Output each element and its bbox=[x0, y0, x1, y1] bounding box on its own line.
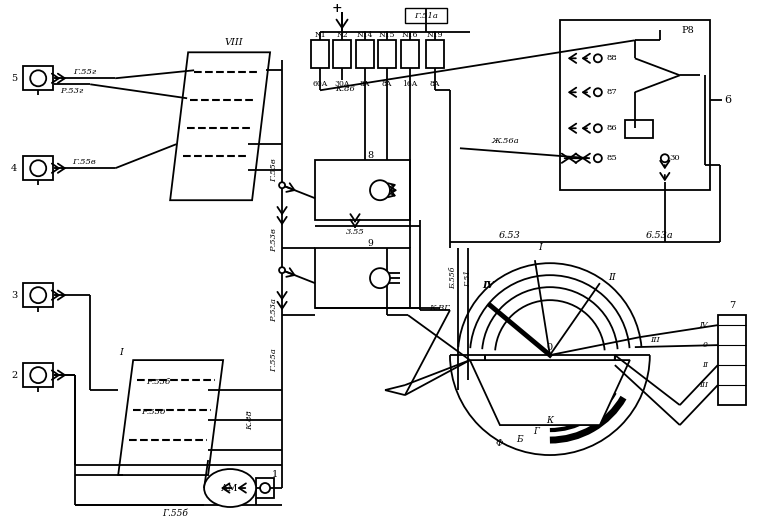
Text: Р.53г: Р.53г bbox=[61, 87, 84, 95]
Text: 8A: 8A bbox=[382, 80, 392, 89]
Bar bbox=[624, 120, 653, 138]
Circle shape bbox=[370, 180, 390, 200]
Text: Р.53в: Р.53в bbox=[270, 228, 278, 252]
Circle shape bbox=[594, 54, 602, 63]
Text: 0: 0 bbox=[703, 341, 708, 349]
Bar bbox=[23, 66, 53, 90]
Text: 9: 9 bbox=[367, 238, 373, 248]
Text: Г.55г: Г.55г bbox=[72, 68, 95, 76]
Bar bbox=[378, 40, 396, 68]
Text: 8A: 8A bbox=[430, 80, 440, 89]
Text: Г.55б: Г.55б bbox=[162, 508, 188, 517]
Text: 30: 30 bbox=[669, 154, 680, 162]
Text: N16: N16 bbox=[402, 31, 418, 39]
Bar bbox=[23, 156, 53, 180]
Circle shape bbox=[370, 268, 390, 288]
Text: 1: 1 bbox=[272, 470, 278, 479]
Text: Р8: Р8 bbox=[681, 26, 695, 35]
Text: III: III bbox=[699, 381, 708, 389]
Text: Г.51а: Г.51а bbox=[414, 12, 438, 20]
Text: VIII: VIII bbox=[225, 38, 243, 47]
Text: 86: 86 bbox=[607, 124, 618, 132]
Text: +: + bbox=[332, 2, 343, 15]
Text: Г.55а: Г.55а bbox=[270, 348, 278, 372]
Bar bbox=[560, 20, 710, 190]
Circle shape bbox=[30, 70, 46, 86]
Text: К.ВГ: К.ВГ bbox=[430, 304, 450, 312]
Text: 6.53а: 6.53а bbox=[646, 231, 674, 240]
Text: Г.55в: Г.55в bbox=[72, 158, 96, 166]
Text: К.86: К.86 bbox=[335, 85, 355, 93]
Bar bbox=[256, 478, 274, 498]
Bar bbox=[23, 283, 53, 307]
Circle shape bbox=[661, 154, 669, 162]
Text: Б: Б bbox=[516, 435, 522, 444]
Text: III: III bbox=[650, 336, 660, 344]
Polygon shape bbox=[170, 52, 270, 200]
Text: II: II bbox=[701, 361, 708, 369]
Bar bbox=[311, 40, 329, 68]
Bar bbox=[315, 160, 410, 220]
Text: 2: 2 bbox=[11, 370, 18, 379]
Bar bbox=[356, 40, 374, 68]
Text: Б.55б: Б.55б bbox=[449, 267, 457, 289]
Text: К: К bbox=[547, 416, 554, 425]
Bar bbox=[405, 8, 447, 23]
Bar bbox=[426, 40, 444, 68]
Circle shape bbox=[260, 483, 270, 493]
Polygon shape bbox=[470, 360, 630, 425]
Text: 3.55: 3.55 bbox=[346, 228, 364, 236]
Polygon shape bbox=[118, 360, 223, 475]
Text: 88: 88 bbox=[607, 54, 618, 63]
Bar bbox=[315, 248, 410, 308]
Text: II: II bbox=[608, 272, 616, 281]
Text: I: I bbox=[538, 243, 542, 252]
Text: Ф: Ф bbox=[495, 439, 503, 448]
Text: Ж.56а: Ж.56а bbox=[491, 137, 519, 145]
Text: N19: N19 bbox=[427, 31, 444, 39]
Circle shape bbox=[30, 367, 46, 383]
Text: 0: 0 bbox=[547, 342, 553, 351]
Ellipse shape bbox=[204, 469, 256, 507]
Text: Г.51: Г.51 bbox=[464, 270, 472, 287]
Text: 6.53: 6.53 bbox=[499, 231, 521, 240]
Text: 3: 3 bbox=[11, 290, 18, 299]
Circle shape bbox=[30, 287, 46, 303]
Text: 6: 6 bbox=[725, 95, 731, 105]
Text: 87: 87 bbox=[607, 89, 618, 96]
Circle shape bbox=[279, 267, 285, 273]
Text: 8: 8 bbox=[367, 151, 373, 160]
Text: IV: IV bbox=[699, 321, 708, 329]
Text: 4: 4 bbox=[11, 164, 18, 173]
Text: Г.55в: Г.55в bbox=[270, 158, 278, 182]
Bar bbox=[718, 315, 746, 405]
Text: К.88: К.88 bbox=[246, 410, 254, 430]
Circle shape bbox=[594, 124, 602, 132]
Circle shape bbox=[594, 89, 602, 96]
Bar bbox=[23, 363, 53, 387]
Text: N1: N1 bbox=[314, 31, 326, 39]
Text: 5: 5 bbox=[12, 74, 17, 83]
Text: Р.53а: Р.53а bbox=[270, 298, 278, 322]
Text: 8A: 8A bbox=[360, 80, 370, 89]
Bar bbox=[333, 40, 351, 68]
Text: 7: 7 bbox=[728, 301, 735, 310]
Text: Р.53д: Р.53д bbox=[141, 408, 166, 416]
Text: N2: N2 bbox=[336, 31, 348, 39]
Circle shape bbox=[30, 160, 46, 176]
Text: Р.53б: Р.53б bbox=[146, 378, 170, 386]
Text: Г: Г bbox=[534, 427, 539, 436]
Text: 30A: 30A bbox=[334, 80, 350, 89]
Text: АМ: АМ bbox=[221, 483, 239, 492]
Circle shape bbox=[279, 182, 285, 188]
Text: 85: 85 bbox=[607, 154, 618, 162]
Circle shape bbox=[594, 154, 602, 162]
Bar bbox=[401, 40, 419, 68]
Text: IV: IV bbox=[482, 281, 494, 290]
Text: N15: N15 bbox=[379, 31, 395, 39]
Text: N14: N14 bbox=[357, 31, 373, 39]
Text: I: I bbox=[119, 348, 123, 357]
Text: 60A: 60A bbox=[313, 80, 328, 89]
Text: 16A: 16A bbox=[403, 80, 417, 89]
